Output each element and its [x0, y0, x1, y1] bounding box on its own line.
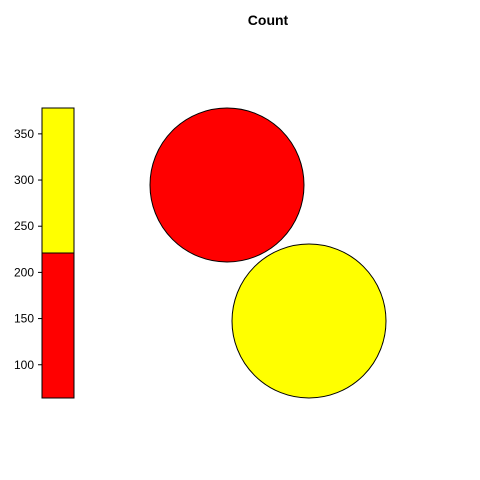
legend-segment-1 — [41, 107, 75, 254]
legend-tick-label-2: 200 — [14, 265, 34, 279]
legend-tick-label-1: 150 — [14, 312, 34, 326]
legend-tick-label-0: 100 — [14, 358, 34, 372]
legend-tick-label-4: 300 — [14, 173, 34, 187]
bubble-1 — [231, 243, 387, 399]
bubble-layer — [149, 107, 387, 399]
chart-title: Count — [248, 12, 289, 28]
legend-segment-0 — [41, 252, 75, 399]
color-legend — [41, 107, 75, 399]
legend-tick-label-5: 350 — [14, 127, 34, 141]
legend-tick-label-3: 250 — [14, 219, 34, 233]
legend-axis: 100 150 200 250 300 350 — [14, 127, 42, 372]
bubble-0 — [149, 107, 305, 263]
